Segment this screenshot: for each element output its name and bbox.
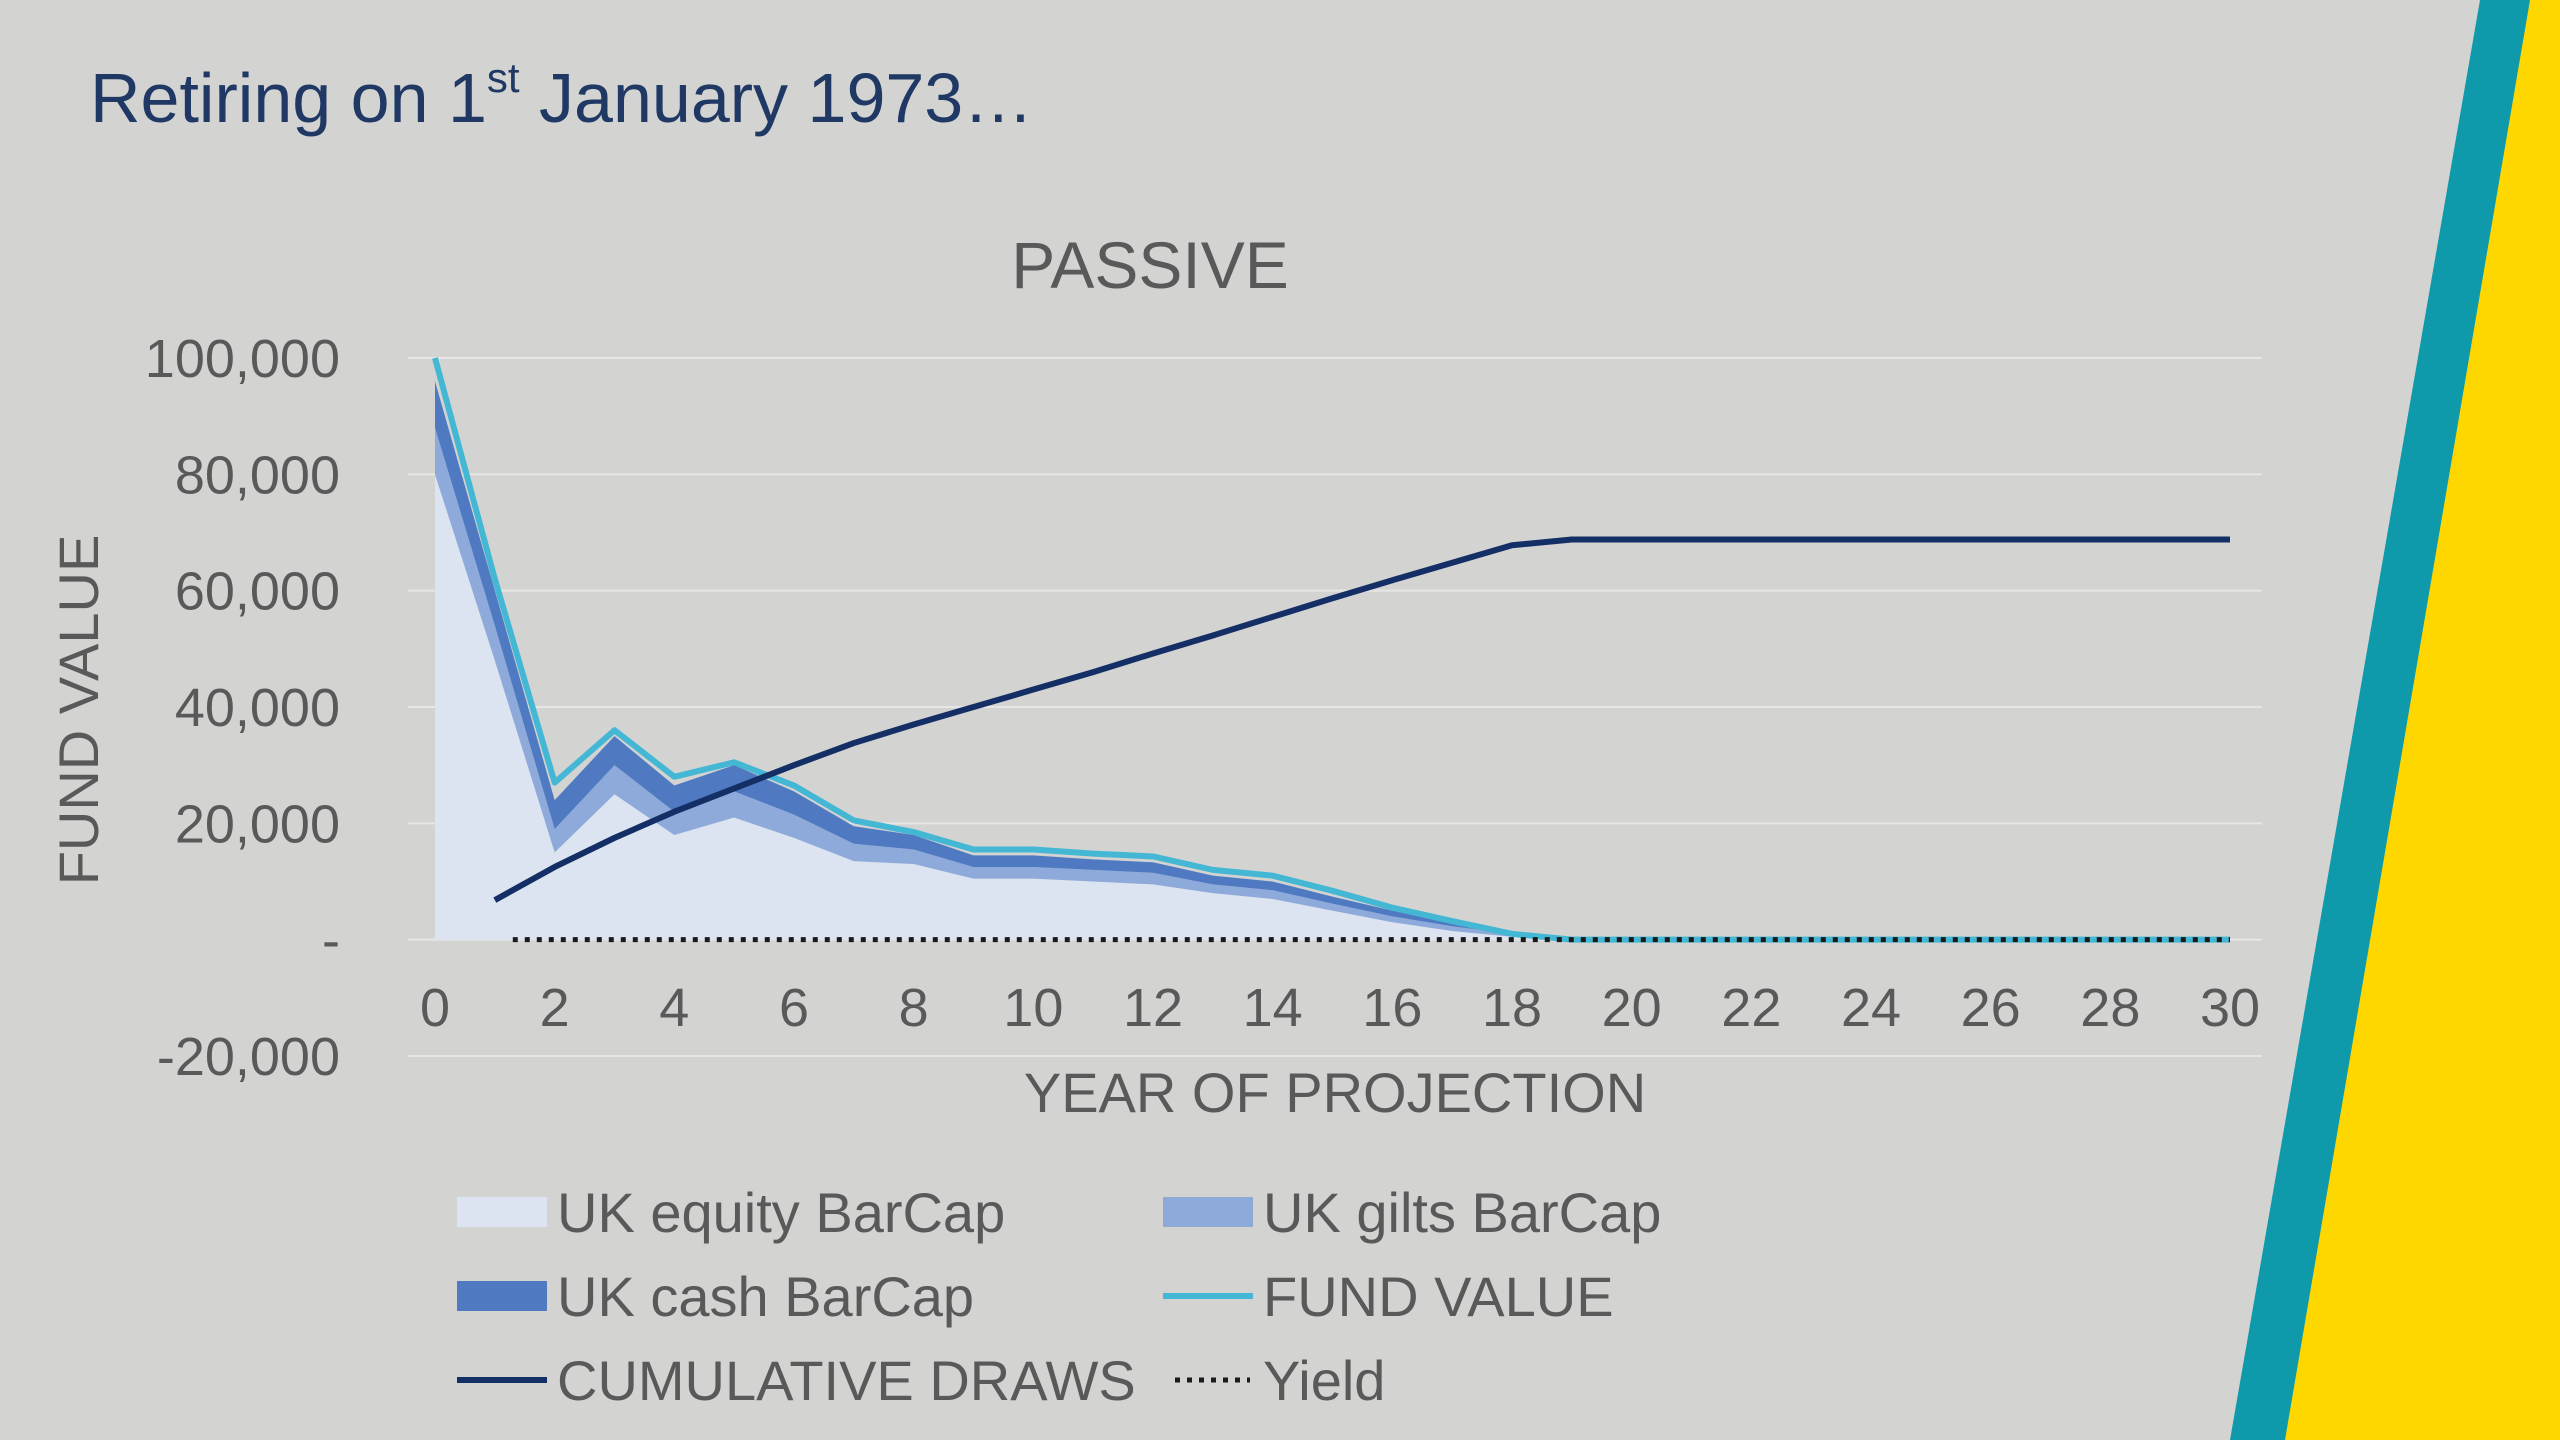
legend-label: CUMULATIVE DRAWS — [557, 1349, 1136, 1412]
x-tick-label: 4 — [659, 978, 689, 1038]
line-cumulative-draws — [493, 536, 2230, 903]
x-tick-label: 30 — [2200, 978, 2260, 1038]
x-tick-label: 28 — [2080, 978, 2140, 1038]
title-superscript: st — [486, 53, 520, 101]
y-tick-label: 80,000 — [175, 445, 340, 505]
legend-label: UK cash BarCap — [557, 1265, 974, 1328]
legend-label: Yield — [1263, 1349, 1385, 1412]
x-tick-label: 12 — [1123, 978, 1183, 1038]
x-axis-label: YEAR OF PROJECTION — [1024, 1061, 1646, 1124]
chart-title: PASSIVE — [1011, 228, 1289, 302]
stacked-areas — [435, 381, 2230, 940]
x-tick-label: 0 — [420, 978, 450, 1038]
x-tick-label: 14 — [1243, 978, 1303, 1038]
x-tick-label: 10 — [1003, 978, 1063, 1038]
x-tick-label: 24 — [1841, 978, 1901, 1038]
legend-swatch — [457, 1197, 547, 1227]
x-tick-label: 8 — [899, 978, 929, 1038]
x-tick-labels: 0 2 4 6 8 10 12 14 16 18 20 22 24 26 28 30 — [420, 978, 2260, 1038]
x-tick-label: 18 — [1482, 978, 1542, 1038]
title-main: Retiring on 1 — [90, 59, 487, 137]
legend-swatch — [1163, 1197, 1253, 1227]
y-axis-label: FUND VALUE — [47, 535, 110, 886]
y-tick-label: - — [322, 911, 340, 971]
area-uk-equity-barcap — [435, 474, 2230, 940]
x-tick-label: 22 — [1721, 978, 1781, 1038]
x-tick-label: 2 — [540, 978, 570, 1038]
yellow-stripe — [2285, 0, 2560, 1440]
series-lines — [432, 357, 2230, 943]
legend-swatch — [457, 1281, 547, 1311]
y-tick-label: 100,000 — [145, 329, 340, 389]
y-tick-label: 40,000 — [175, 678, 340, 738]
slide-title: Retiring on 1st January 1973… — [90, 54, 1034, 138]
y-tick-label: -20,000 — [157, 1027, 340, 1087]
y-tick-label: 60,000 — [175, 562, 340, 622]
y-tick-label: 20,000 — [175, 794, 340, 854]
y-tick-labels: 100,000 80,000 60,000 40,000 20,000 - -20,000 — [145, 329, 340, 1087]
gridlines — [408, 357, 2262, 1057]
x-tick-label: 6 — [779, 978, 809, 1038]
x-tick-label: 26 — [1961, 978, 2021, 1038]
legend-label: UK gilts BarCap — [1263, 1181, 1661, 1244]
legend-label: UK equity BarCap — [557, 1181, 1005, 1244]
legend: UK equity BarCap UK gilts BarCap UK cash B… — [457, 1181, 1661, 1412]
x-tick-label: 20 — [1602, 978, 1662, 1038]
legend-label: FUND VALUE — [1263, 1265, 1614, 1328]
title-rest: January 1973… — [519, 59, 1034, 137]
x-tick-label: 16 — [1362, 978, 1422, 1038]
